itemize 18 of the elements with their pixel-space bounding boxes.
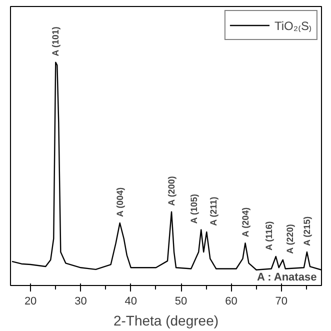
annotation: A (211) [208, 196, 219, 226]
x-tick-label: 50 [174, 296, 188, 308]
annotation: A (116) [264, 221, 274, 250]
annotation: A (220) [284, 224, 295, 254]
annotation: A (204) [240, 207, 250, 238]
annotation: A (105) [189, 194, 200, 224]
annotation: A (215) [302, 216, 312, 246]
x-tick-label: 60 [225, 296, 238, 308]
x-tick-label: 70 [275, 296, 288, 308]
x-tick-label: 40 [124, 296, 138, 308]
legend-label: TiO₂₍S₎ [274, 18, 312, 34]
annotation: A (101) [50, 26, 61, 56]
x-axis-title: 2-Theta (degree) [113, 312, 219, 328]
annotation: A : Anatase [256, 271, 317, 284]
x-tick-label: 20 [24, 296, 37, 308]
x-tick-label: 30 [74, 296, 87, 308]
annotation: A (004) [114, 187, 125, 218]
annotation: A (200) [166, 176, 177, 206]
